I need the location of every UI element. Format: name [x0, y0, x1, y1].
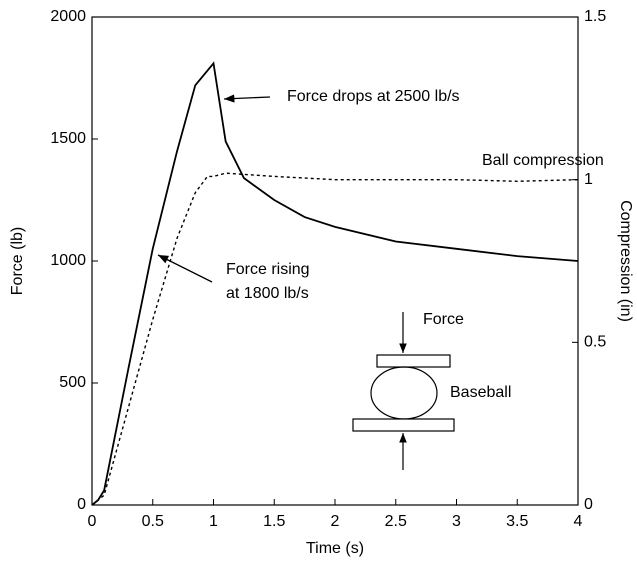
annotation: Force rising	[226, 261, 310, 278]
y-tick-label: 2000	[50, 8, 86, 25]
data-line	[91, 172, 579, 506]
annotation: Force	[423, 311, 464, 328]
y-tick-label: 500	[59, 374, 86, 391]
x-tick-label: 2	[331, 513, 340, 530]
y2-tick-label: 0.5	[584, 334, 606, 351]
x-tick-label: 1	[209, 513, 218, 530]
x-tick-label: 0.5	[142, 513, 164, 530]
y2-tick-label: 1.5	[584, 8, 606, 25]
y-tick-label: 1500	[50, 130, 86, 147]
annotation: Baseball	[450, 384, 511, 401]
annotation: Force drops at 2500 lb/s	[287, 88, 460, 105]
x-tick-label: 0	[88, 513, 97, 530]
annotation-arrow	[223, 94, 271, 103]
baseball-diagram	[352, 312, 455, 470]
x-axis-label: Time (s)	[306, 540, 364, 557]
y-tick-label: 0	[77, 496, 86, 513]
y-tick-label: 1000	[50, 252, 86, 269]
x-tick-label: 1.5	[263, 513, 285, 530]
y2-tick-label: 1	[584, 171, 593, 188]
y2-axis-label: Compression (in)	[617, 200, 634, 322]
x-tick-label: 4	[574, 513, 583, 530]
annotation: at 1800 lb/s	[226, 285, 309, 302]
y-axis-label: Force (lb)	[9, 227, 26, 295]
legend-label: Ball compression	[482, 152, 604, 169]
data-line	[91, 61, 579, 506]
x-tick-label: 3.5	[506, 513, 528, 530]
annotation-arrow	[157, 254, 213, 283]
y2-tick-label: 0	[584, 496, 593, 513]
x-tick-label: 2.5	[385, 513, 407, 530]
x-tick-label: 3	[452, 513, 461, 530]
